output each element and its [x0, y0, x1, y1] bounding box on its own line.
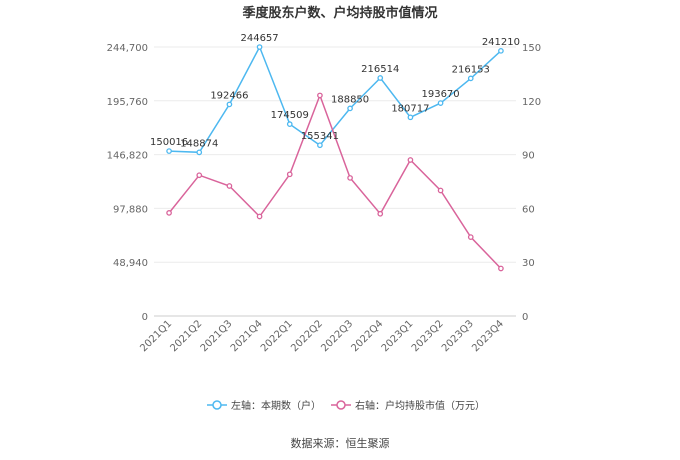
x-tick-label: 2023Q2	[410, 318, 446, 354]
data-label: 244657	[240, 33, 278, 44]
data-label: 193670	[421, 89, 459, 100]
data-label: 174509	[271, 110, 309, 121]
data-point	[407, 114, 414, 121]
legend-item-avg-value[interactable]: 右轴：户均持股市值（万元）	[331, 399, 485, 412]
right-tick-label: 90	[522, 151, 535, 162]
right-tick-label: 120	[522, 97, 541, 108]
data-point	[407, 157, 414, 163]
data-label: 216514	[361, 64, 399, 75]
legend-label-avg-value: 右轴：户均持股市值（万元）	[355, 399, 485, 412]
legend-marker-avg-value	[336, 400, 346, 410]
legend-label-households: 左轴：本期数（户）	[231, 399, 321, 412]
series-points	[166, 44, 504, 272]
right-tick-label: 0	[522, 312, 528, 323]
data-point	[286, 121, 293, 128]
x-tick-label: 2021Q4	[229, 318, 265, 354]
data-point	[256, 213, 263, 220]
legend: 左轴：本期数（户） 右轴：户均持股市值（万元）	[207, 399, 485, 412]
legend-item-households[interactable]: 左轴：本期数（户）	[207, 399, 321, 412]
data-point	[467, 234, 474, 240]
data-label: 192466	[210, 90, 248, 101]
data-point	[226, 183, 233, 189]
left-tick-label: 0	[142, 312, 148, 323]
legend-marker-households	[212, 400, 222, 410]
x-tick-label: 2021Q1	[138, 318, 174, 354]
x-tick-label: 2023Q1	[380, 318, 416, 354]
right-tick-label: 30	[522, 258, 535, 269]
data-point	[377, 75, 384, 81]
data-point	[347, 175, 353, 181]
data-point	[498, 47, 504, 54]
right-tick-label: 60	[522, 204, 535, 215]
left-tick-label: 48,940	[113, 258, 148, 269]
x-tick-label: 2022Q4	[350, 318, 386, 354]
grid	[154, 46, 516, 317]
data-point	[196, 172, 203, 179]
x-axis: 2021Q12021Q22021Q32021Q42022Q12022Q22022…	[138, 318, 506, 354]
left-tick-label: 146,820	[107, 151, 148, 162]
data-point	[196, 149, 203, 156]
data-point	[377, 210, 384, 217]
series-lines	[168, 45, 502, 270]
x-tick-label: 2022Q1	[259, 318, 295, 354]
data-label: 216153	[452, 64, 490, 75]
series-line-0	[169, 45, 502, 154]
x-tick-label: 2021Q3	[199, 318, 235, 354]
data-point	[347, 105, 353, 112]
left-tick-label: 195,760	[107, 97, 148, 108]
data-label: 241210	[482, 37, 520, 48]
data-point	[467, 75, 474, 82]
x-tick-label: 2022Q2	[289, 318, 325, 354]
left-tick-label: 97,880	[113, 204, 148, 215]
data-source: 数据来源：恒生聚源	[291, 436, 390, 450]
chart-title: 季度股东户数、户均持股市值情况	[241, 5, 437, 21]
data-point	[286, 171, 293, 178]
x-tick-label: 2023Q4	[470, 318, 506, 354]
x-tick-label: 2022Q3	[319, 318, 355, 354]
data-point	[226, 101, 233, 108]
data-point	[317, 92, 323, 99]
left-axis: 0 48,940 97,880 146,820 195,760 244,700	[107, 43, 148, 323]
series-line-1	[168, 93, 502, 270]
data-label: 150016	[150, 137, 188, 148]
data-point	[498, 265, 504, 272]
data-label: 155341	[301, 131, 339, 142]
data-point	[317, 142, 323, 149]
data-point	[166, 148, 172, 154]
data-point	[166, 210, 172, 216]
x-tick-label: 2021Q2	[169, 318, 205, 354]
data-label: 188850	[331, 94, 369, 105]
right-tick-label: 150	[522, 43, 541, 54]
data-label: 148874	[180, 138, 218, 149]
right-axis: 0 30 60 90 120 150	[522, 43, 541, 323]
data-point	[256, 44, 263, 50]
data-label: 180717	[391, 103, 429, 114]
data-point	[437, 100, 444, 106]
left-tick-label: 244,700	[107, 43, 148, 54]
data-point	[437, 187, 444, 194]
x-tick-label: 2023Q3	[440, 318, 476, 354]
